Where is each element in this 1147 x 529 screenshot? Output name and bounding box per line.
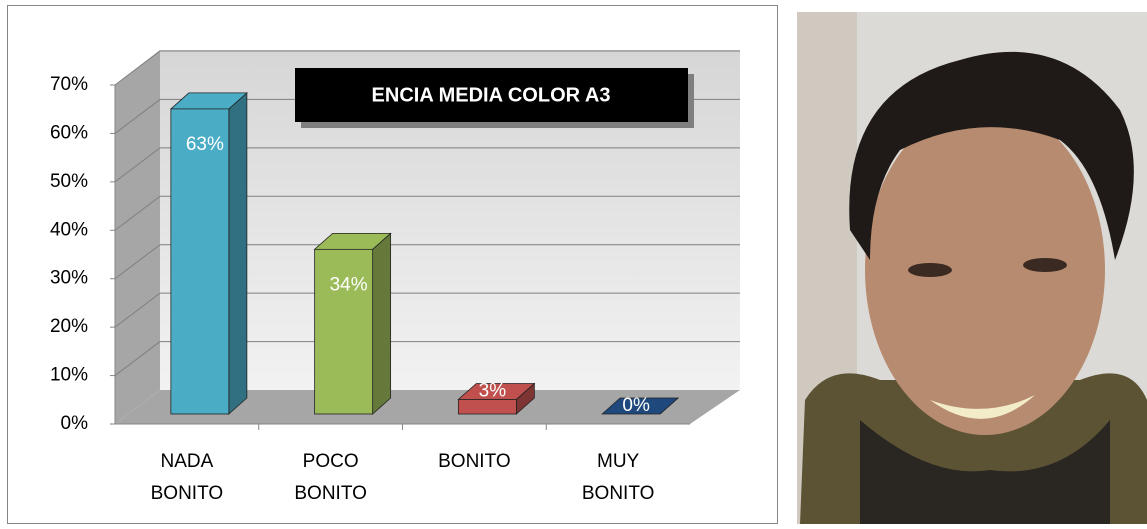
grid-line-side: [114, 195, 161, 231]
y-tick-label: 40%: [50, 219, 88, 240]
value-label: 0%: [622, 395, 650, 416]
bar: [314, 248, 374, 415]
value-label: 63%: [186, 134, 224, 155]
value-label: 3%: [479, 380, 507, 401]
grid-line-side: [114, 292, 161, 328]
title-box: [295, 68, 688, 122]
bar-top: [601, 397, 680, 415]
bar: [457, 399, 517, 415]
grid-line-side: [114, 99, 161, 134]
bar-side: [228, 92, 248, 415]
y-tick-label: 60%: [50, 122, 88, 143]
floor: [115, 390, 740, 424]
bar-side: [372, 232, 392, 415]
x-tick-label: POCO BONITO: [294, 451, 367, 504]
y-tick-label: 70%: [50, 74, 88, 95]
grid-line-side: [114, 50, 161, 86]
chart-title: ENCIA MEDIA COLOR A3: [372, 84, 611, 106]
y-tick-label: 0%: [61, 413, 89, 434]
grid-line-side: [114, 341, 161, 376]
grid-line-side: [114, 244, 161, 280]
y-tick-label: 30%: [50, 268, 88, 289]
photo: [797, 12, 1147, 524]
y-tick-label: 20%: [50, 316, 88, 337]
bar: [170, 108, 230, 415]
back-wall: [160, 50, 740, 390]
side-wall: [115, 50, 160, 424]
x-tick-label: MUY BONITO: [582, 451, 655, 504]
x-tick-label: BONITO: [438, 451, 511, 472]
value-label: 34%: [330, 274, 368, 295]
x-tick-label: NADA BONITO: [151, 451, 224, 504]
y-tick-label: 50%: [50, 171, 88, 192]
y-tick-label: 10%: [50, 365, 88, 386]
grid-line-side: [114, 147, 161, 183]
